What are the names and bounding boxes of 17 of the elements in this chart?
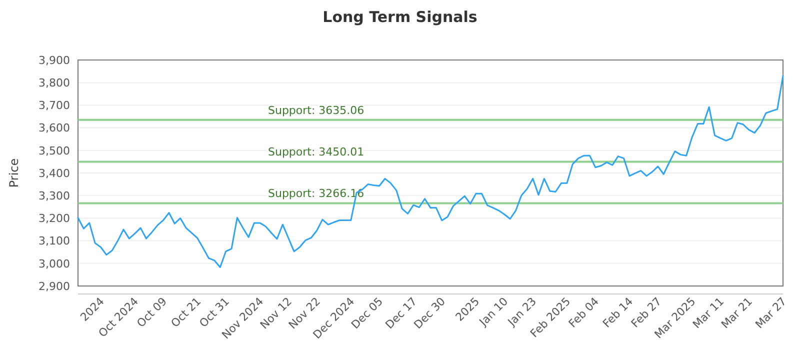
ref-line-label: Support: 3450.01 xyxy=(268,146,364,159)
y-tick-label: 3,700 xyxy=(38,99,70,112)
y-tick-label: 3,000 xyxy=(38,257,70,270)
line-series xyxy=(77,75,784,268)
y-tick-label: 3,100 xyxy=(38,234,70,248)
ref-line-label: Support: 3635.06 xyxy=(268,104,364,117)
y-tick-label: 3,500 xyxy=(38,144,70,158)
y-tick-label: 3,300 xyxy=(38,189,70,202)
y-tick-label: 3,900 xyxy=(38,54,70,67)
y-axis-title: Price xyxy=(7,158,21,188)
y-tick-label: 3,400 xyxy=(38,166,70,180)
chart-title: Long Term Signals xyxy=(322,8,478,26)
y-tick-label: 2,900 xyxy=(38,280,70,293)
y-tick-label: 3,200 xyxy=(38,212,70,226)
y-tick-label: 3,800 xyxy=(38,76,70,90)
y-tick-label: 3,600 xyxy=(38,122,70,135)
x-tick-label: Mar 27 xyxy=(752,294,790,332)
